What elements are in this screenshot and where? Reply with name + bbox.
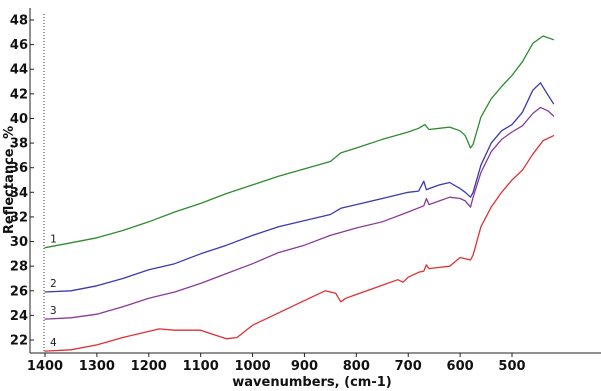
y-tick-label: 32 xyxy=(10,210,28,225)
y-tick-label: 22 xyxy=(10,334,28,349)
x-tick-label: 1000 xyxy=(234,359,270,374)
x-tick-label: 1100 xyxy=(183,359,219,374)
series-label-1: 1 xyxy=(50,233,57,246)
y-tick-label: 38 xyxy=(10,137,28,152)
series-line-1 xyxy=(44,35,555,249)
y-tick-label: 30 xyxy=(10,235,28,250)
series-label-2: 2 xyxy=(50,277,57,290)
y-tick-label: 48 xyxy=(10,14,28,29)
y-tick-label: 28 xyxy=(10,260,28,275)
series-layer xyxy=(44,35,555,352)
y-axis-title: Reflectance, % xyxy=(2,126,17,234)
x-tick-label: 900 xyxy=(291,359,318,374)
x-tick-label: 500 xyxy=(498,359,525,374)
x-axis-title: wavenumbers, (cm-1) xyxy=(232,375,391,390)
y-tick-label: 44 xyxy=(10,63,28,78)
series-label-4: 4 xyxy=(50,336,57,349)
series-line-3 xyxy=(44,106,555,320)
x-tick-label: 600 xyxy=(447,359,474,374)
x-tick-label: 1400 xyxy=(27,359,63,374)
series-label-3: 3 xyxy=(50,304,57,317)
y-tick-label: 42 xyxy=(10,87,28,102)
x-tick-label: 1200 xyxy=(131,359,167,374)
y-tick-label: 46 xyxy=(10,38,28,53)
y-tick-label: 34 xyxy=(10,186,28,201)
series-line-4 xyxy=(44,135,555,352)
y-tick-label: 36 xyxy=(10,161,28,176)
series-line-2 xyxy=(44,82,555,293)
y-tick-label: 24 xyxy=(10,309,28,324)
x-tick-label: 700 xyxy=(395,359,422,374)
axes-layer xyxy=(29,8,601,357)
y-tick-label: 40 xyxy=(10,112,28,127)
x-tick-label: 800 xyxy=(343,359,370,374)
x-tick-label: 1300 xyxy=(79,359,115,374)
y-tick-label: 26 xyxy=(10,284,28,299)
